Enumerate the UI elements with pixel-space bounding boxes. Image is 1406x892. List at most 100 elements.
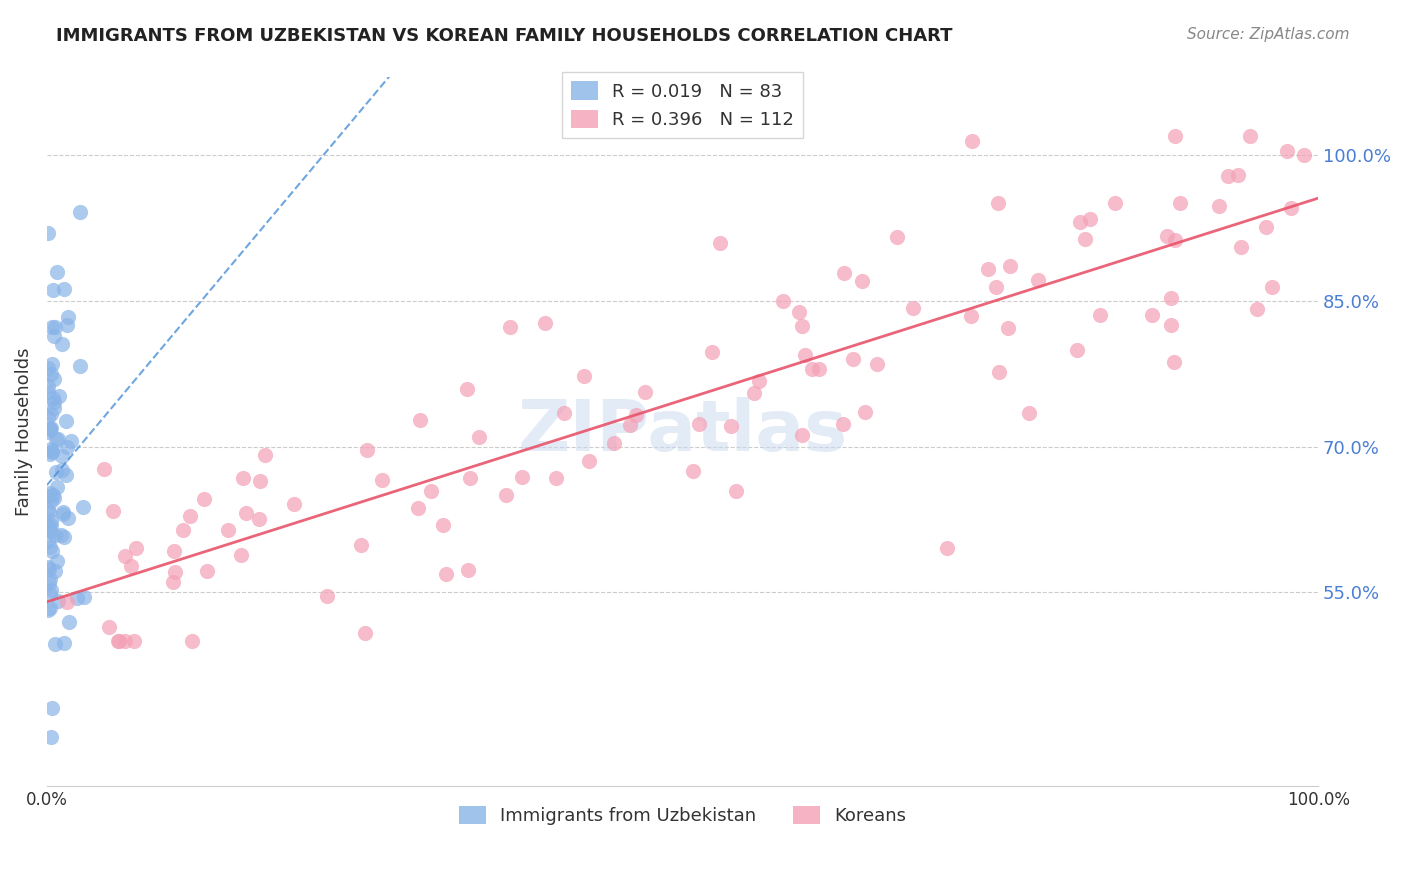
- Point: [39, 572, 62, 586]
- Point: [56, 511, 79, 525]
- Point: [787, 305, 810, 319]
- Point: [44, 564, 66, 578]
- Text: ZIPatlas: ZIPatlas: [517, 398, 848, 467]
- Point: [886, 230, 908, 244]
- Point: [45, 432, 67, 446]
- Point: [1246, 301, 1268, 316]
- Point: [44, 636, 66, 650]
- Point: [688, 417, 710, 431]
- Point: [93, 462, 115, 476]
- Point: [38, 601, 60, 615]
- Point: [578, 454, 600, 468]
- Point: [700, 345, 723, 359]
- Point: [1026, 273, 1049, 287]
- Point: [37, 384, 59, 399]
- Point: [853, 405, 876, 419]
- Point: [39, 442, 62, 456]
- Point: [748, 374, 770, 388]
- Point: [39, 421, 62, 435]
- Point: [52, 283, 75, 297]
- Point: [38, 587, 60, 601]
- Point: [37, 603, 59, 617]
- Text: IMMIGRANTS FROM UZBEKISTAN VS KOREAN FAMILY HOUSEHOLDS CORRELATION CHART: IMMIGRANTS FROM UZBEKISTAN VS KOREAN FAM…: [56, 27, 953, 45]
- Point: [851, 274, 873, 288]
- Point: [742, 385, 765, 400]
- Point: [37, 425, 59, 439]
- Point: [468, 430, 491, 444]
- Point: [720, 419, 742, 434]
- Point: [73, 591, 96, 605]
- Point: [793, 348, 815, 362]
- Point: [409, 413, 432, 427]
- Point: [962, 134, 984, 148]
- Point: [55, 468, 77, 483]
- Point: [832, 266, 855, 280]
- Point: [48, 389, 70, 403]
- Point: [69, 359, 91, 373]
- Point: [122, 633, 145, 648]
- Point: [44, 372, 66, 386]
- Point: [901, 301, 924, 315]
- Point: [56, 318, 79, 333]
- Point: [98, 620, 121, 634]
- Point: [1074, 232, 1097, 246]
- Point: [436, 566, 458, 581]
- Point: [37, 378, 59, 392]
- Point: [371, 473, 394, 487]
- Point: [125, 541, 148, 555]
- Point: [172, 524, 194, 538]
- Point: [69, 205, 91, 219]
- Point: [724, 483, 747, 498]
- Text: Source: ZipAtlas.com: Source: ZipAtlas.com: [1187, 27, 1350, 42]
- Point: [350, 539, 373, 553]
- Point: [619, 418, 641, 433]
- Point: [120, 559, 142, 574]
- Point: [163, 544, 186, 558]
- Point: [55, 440, 77, 454]
- Point: [39, 524, 62, 538]
- Point: [495, 488, 517, 502]
- Point: [39, 368, 62, 382]
- Point: [38, 522, 60, 536]
- Point: [55, 595, 77, 609]
- Point: [1164, 128, 1187, 143]
- Point: [44, 528, 66, 542]
- Point: [38, 576, 60, 591]
- Point: [1018, 406, 1040, 420]
- Point: [193, 492, 215, 507]
- Point: [162, 574, 184, 589]
- Point: [41, 488, 63, 502]
- Point: [51, 449, 73, 463]
- Point: [41, 445, 63, 459]
- Point: [37, 489, 59, 503]
- Point: [458, 471, 481, 485]
- Point: [41, 701, 63, 715]
- Point: [38, 520, 60, 534]
- Point: [1104, 195, 1126, 210]
- Point: [52, 505, 75, 519]
- Point: [41, 392, 63, 406]
- Point: [1160, 318, 1182, 332]
- Point: [41, 444, 63, 458]
- Point: [283, 497, 305, 511]
- Y-axis label: Family Households: Family Households: [15, 348, 32, 516]
- Point: [37, 226, 59, 240]
- Point: [959, 309, 981, 323]
- Point: [1066, 343, 1088, 357]
- Point: [37, 533, 59, 548]
- Point: [1163, 354, 1185, 368]
- Point: [39, 731, 62, 745]
- Point: [499, 319, 522, 334]
- Point: [316, 589, 339, 603]
- Point: [46, 480, 69, 494]
- Point: [249, 475, 271, 489]
- Point: [1090, 308, 1112, 322]
- Legend: Immigrants from Uzbekistan, Koreans: Immigrants from Uzbekistan, Koreans: [450, 797, 915, 834]
- Point: [39, 408, 62, 422]
- Point: [39, 447, 62, 461]
- Point: [232, 471, 254, 485]
- Point: [38, 422, 60, 436]
- Point: [432, 517, 454, 532]
- Point: [1294, 148, 1316, 162]
- Point: [1168, 196, 1191, 211]
